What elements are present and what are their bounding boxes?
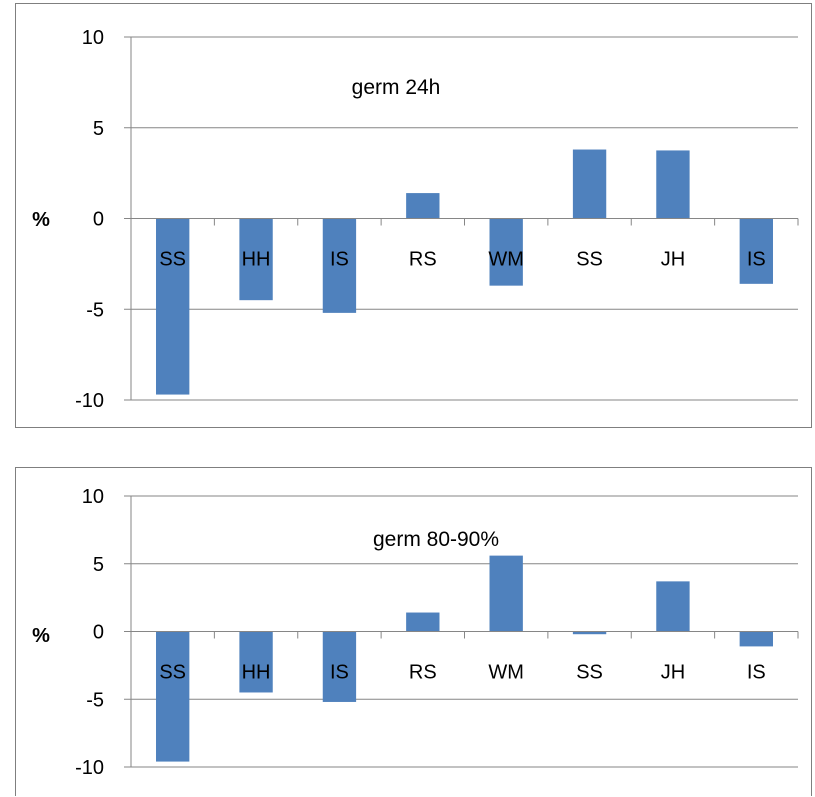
bar — [322, 631, 357, 702]
bar — [739, 631, 773, 647]
chart-title: germ 80-90% — [373, 528, 499, 551]
bar — [656, 581, 690, 632]
y-tick-label: -5 — [86, 689, 104, 711]
bar — [239, 218, 273, 301]
category-label: RS — [409, 249, 437, 271]
category-label: WM — [488, 249, 524, 271]
chart-germ-80-90: 10 5 0 -5 -10 SS HH IS RS WM SS JH IS germ 80-90% % — [15, 467, 812, 796]
bar — [489, 555, 523, 632]
category-label: HH — [242, 662, 271, 684]
chart-germ-24h: 10 5 0 -5 -10 SS HH IS RS WM SS JH IS germ 24h % — [15, 3, 812, 428]
y-tick-label: 5 — [93, 118, 104, 140]
y-unit-label: % — [32, 625, 50, 647]
bar — [739, 218, 773, 284]
category-label: SS — [576, 249, 603, 271]
bar — [156, 218, 190, 395]
category-label: SS — [159, 662, 186, 684]
category-label: WM — [488, 662, 524, 684]
bar — [489, 218, 523, 286]
category-label: SS — [576, 662, 603, 684]
y-tick-label: 0 — [93, 622, 104, 644]
category-label: RS — [409, 662, 437, 684]
bar — [406, 193, 440, 219]
y-tick-label: 10 — [82, 486, 104, 508]
y-tick-label: -10 — [75, 757, 104, 779]
bar — [156, 631, 190, 762]
chart-svg-germ-80-90: 10 5 0 -5 -10 SS HH IS RS WM SS JH IS germ 80-90% % — [32, 486, 799, 779]
y-tick-label: 5 — [93, 554, 104, 576]
bar — [239, 631, 273, 693]
category-label: HH — [242, 249, 271, 271]
bar — [572, 631, 607, 635]
category-label: JH — [661, 662, 685, 684]
category-label: IS — [747, 662, 766, 684]
bar — [322, 218, 357, 313]
y-tick-label: -10 — [75, 390, 104, 412]
y-unit-label: % — [32, 209, 50, 231]
bar — [572, 149, 607, 219]
category-label: JH — [661, 249, 685, 271]
y-tick-label: -5 — [86, 299, 104, 321]
category-label: SS — [159, 249, 186, 271]
bar — [406, 612, 440, 632]
category-label: IS — [747, 249, 766, 271]
category-label: IS — [330, 249, 349, 271]
bar — [656, 150, 690, 219]
category-label: IS — [330, 662, 349, 684]
y-tick-label: 10 — [82, 27, 104, 49]
y-tick-label: 0 — [93, 209, 104, 231]
chart-svg-germ-24h: 10 5 0 -5 -10 SS HH IS RS WM SS JH IS germ 24h % — [32, 27, 799, 412]
chart-title: germ 24h — [352, 76, 441, 99]
